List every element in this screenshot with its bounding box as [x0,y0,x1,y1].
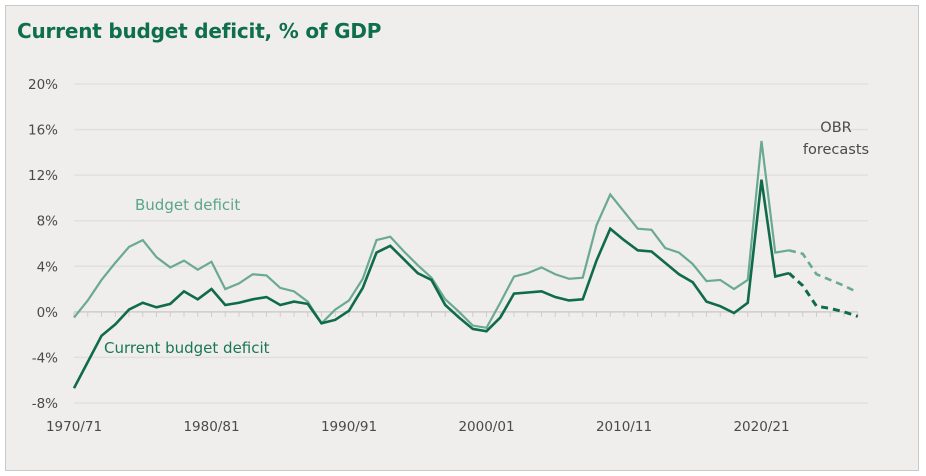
x-tick-label: 1970/71 [46,419,102,435]
chart-title: Current budget deficit, % of GDP [17,19,382,43]
x-tick-label: 2010/11 [596,419,652,435]
y-tick-label: 4% [37,259,59,275]
y-tick-label: 20% [28,77,58,93]
budget-deficit-line [73,140,790,330]
x-tick-label: 1980/81 [183,419,239,435]
chart-panel [5,5,919,471]
obr-forecasts-label-line2: forecasts [803,142,869,158]
x-axis: 1970/71 1980/81 1990/91 2000/01 2010/11 2020/… [46,311,859,435]
current-budget-deficit-label: Current budget deficit [104,339,270,357]
y-tick-label: 12% [28,168,58,184]
budget-deficit-forecast-line [788,249,859,294]
y-tick-label: -4% [32,350,58,366]
y-tick-label: 16% [28,123,58,139]
x-tick-label: 1990/91 [321,419,377,435]
y-tick-label: 8% [37,214,59,230]
current-budget-deficit-forecast-line [787,272,859,318]
y-tick-label: -8% [32,396,58,412]
x-tick-label: 2000/01 [458,419,514,435]
series-lines [72,140,859,389]
y-axis-ticks: -8% -4% 0% 4% 8% 12% 16% 20% [28,77,58,412]
y-tick-label: 0% [37,305,59,321]
x-tick-label: 2020/21 [733,419,789,435]
current-budget-deficit-line [72,179,790,389]
budget-deficit-label: Budget deficit [135,196,240,214]
obr-forecasts-label-line1: OBR [820,120,851,136]
gridlines [74,83,868,404]
